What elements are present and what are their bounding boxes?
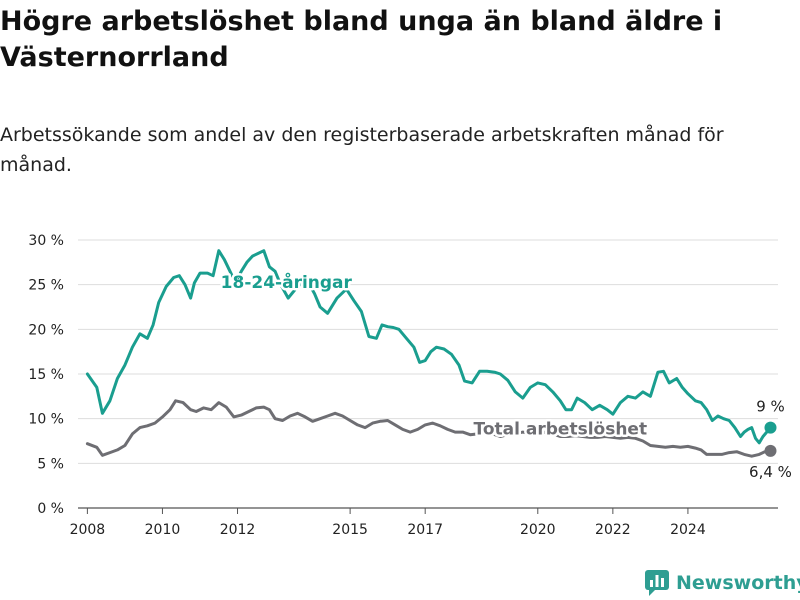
- series-lines: [85, 249, 777, 458]
- x-tick-label: 2017: [407, 522, 443, 538]
- page-subtitle: Arbetssökande som andel av den registerb…: [0, 124, 724, 176]
- series-labels: 9 % 6,4 % 18-24-åringar Total arbetslöshet: [218, 269, 792, 481]
- y-tick-label: 0 %: [37, 501, 64, 517]
- series-end-point: [764, 421, 777, 434]
- series-end-point: [764, 444, 777, 457]
- x-tick-label: 2015: [332, 522, 368, 538]
- y-tick-label: 30 %: [28, 233, 64, 249]
- page-title: Högre arbetslöshet bland unga än bland ä…: [0, 6, 723, 73]
- x-tick-label: 2022: [595, 522, 631, 538]
- series-line: [85, 399, 772, 458]
- series-inline-label: Total arbetslöshet: [474, 420, 648, 440]
- brand-name: Newsworthy: [676, 572, 800, 594]
- series-line: [85, 249, 772, 445]
- x-tick-label: 2008: [70, 522, 106, 538]
- bar-chart-logo-icon: [645, 570, 669, 596]
- y-tick-label: 5 %: [37, 456, 64, 472]
- series-end-label: 9 %: [756, 398, 785, 416]
- series-end-label: 6,4 %: [749, 463, 792, 481]
- x-tick-label: 2010: [145, 522, 181, 538]
- line-chart: 0 % 5 % 10 % 15 % 20 % 25 % 30 % 2008 2010 2012 20…: [28, 233, 792, 538]
- grid-lines: [78, 239, 778, 509]
- y-tick-label: 15 %: [28, 367, 64, 383]
- x-tick-label: 2020: [520, 522, 556, 538]
- newsworthy-logo[interactable]: Newsworthy: [644, 568, 800, 598]
- axes: 0 % 5 % 10 % 15 % 20 % 25 % 30 % 2008 2010 2012 20…: [28, 233, 705, 538]
- x-tick-label: 2024: [670, 522, 706, 538]
- series-inline-label: 18-24-åringar: [221, 271, 353, 293]
- y-tick-label: 20 %: [28, 322, 64, 338]
- y-tick-label: 10 %: [28, 412, 64, 428]
- x-tick-label: 2012: [220, 522, 256, 538]
- y-tick-label: 25 %: [28, 278, 64, 294]
